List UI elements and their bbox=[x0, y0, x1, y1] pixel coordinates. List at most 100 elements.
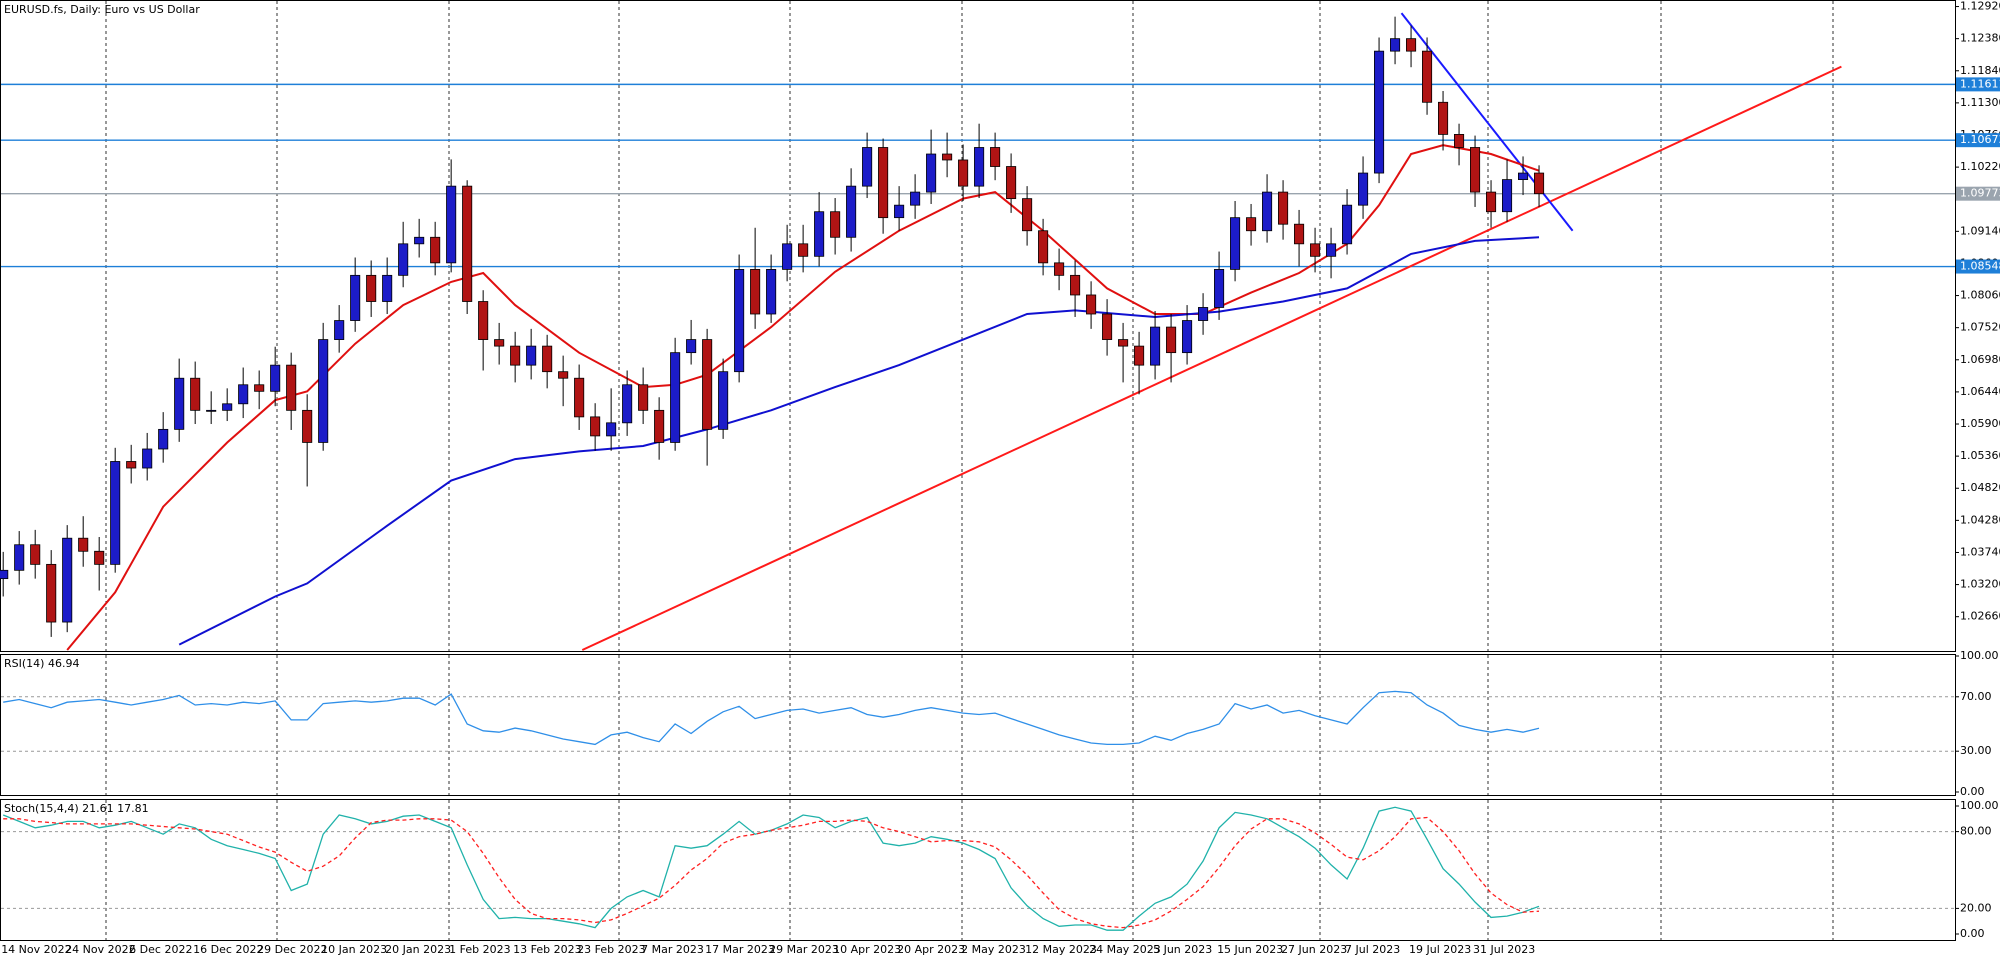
x-tick-label: 15 Jun 2023 bbox=[1217, 943, 1283, 956]
candle-body bbox=[1486, 191, 1497, 213]
candle-body bbox=[126, 461, 137, 469]
candle-body bbox=[814, 211, 825, 257]
candle-body bbox=[30, 544, 41, 565]
candle-body bbox=[78, 537, 89, 552]
candle-body bbox=[910, 191, 921, 206]
candle-body bbox=[270, 364, 281, 392]
vertical-grid bbox=[105, 1, 1834, 940]
stoch-title: Stoch(15,4,4) 21.61 17.81 bbox=[4, 802, 149, 815]
y-tick-label: 1.10220 bbox=[1960, 160, 2000, 173]
x-tick-label: 27 Jun 2023 bbox=[1281, 943, 1347, 956]
x-tick-label: 10 Jan 2023 bbox=[321, 943, 387, 956]
y-tick-label: 1.05900 bbox=[1960, 417, 2000, 430]
x-tick-label: 2 May 2023 bbox=[961, 943, 1026, 956]
x-tick-label: 6 Dec 2022 bbox=[129, 943, 192, 956]
y-tick-label: 1.12380 bbox=[1960, 32, 2000, 45]
candle-body bbox=[734, 268, 745, 373]
candle-body bbox=[878, 147, 889, 219]
y-tick-label: 0.00 bbox=[1960, 785, 1985, 798]
x-tick-label: 16 Dec 2022 bbox=[193, 943, 263, 956]
moving-average bbox=[178, 236, 1540, 646]
trend-line bbox=[1400, 12, 1574, 232]
candle-body bbox=[974, 147, 985, 187]
indicator-line bbox=[3, 816, 1540, 929]
candle-body bbox=[1342, 204, 1353, 245]
candle-body bbox=[558, 371, 569, 379]
price-level-box bbox=[1956, 77, 2000, 92]
y-tick-label: 70.00 bbox=[1960, 690, 1992, 703]
price-level-box bbox=[1956, 133, 2000, 148]
y-tick-label: 1.07520 bbox=[1960, 321, 2000, 334]
stoch-panel bbox=[0, 799, 1956, 941]
y-tick-label: 1.09140 bbox=[1960, 224, 2000, 237]
price-level-box bbox=[1956, 259, 2000, 274]
candle-body bbox=[510, 345, 521, 366]
candle-body bbox=[1518, 172, 1529, 180]
y-tick-label: 1.11300 bbox=[1960, 96, 2000, 109]
x-tick-label: 13 Feb 2023 bbox=[513, 943, 581, 956]
y-tick-label: 30.00 bbox=[1960, 744, 1992, 757]
x-tick-label: 17 Mar 2023 bbox=[705, 943, 775, 956]
y-tick-label: 1.11840 bbox=[1960, 64, 2000, 77]
price-level-box bbox=[1956, 186, 2000, 201]
x-tick-label: 31 Jul 2023 bbox=[1473, 943, 1535, 956]
candle-body bbox=[318, 339, 329, 443]
x-tick-label: 20 Apr 2023 bbox=[897, 943, 965, 956]
x-tick-label: 20 Jan 2023 bbox=[385, 943, 451, 956]
candle-body bbox=[670, 352, 681, 443]
candle-body bbox=[798, 243, 809, 257]
y-tick-label: 1.04820 bbox=[1960, 481, 2000, 494]
x-tick-label: 24 May 2023 bbox=[1089, 943, 1161, 956]
x-tick-label: 29 Dec 2022 bbox=[257, 943, 327, 956]
candle-body bbox=[718, 371, 729, 430]
candle-body bbox=[238, 384, 249, 405]
price-level-label: 1.09773 bbox=[1960, 187, 2000, 200]
y-tick-label: 80.00 bbox=[1960, 825, 1992, 838]
x-tick-label: 29 Mar 2023 bbox=[769, 943, 839, 956]
price-level-label: 1.10673 bbox=[1960, 133, 2000, 146]
candle-body bbox=[1454, 134, 1465, 148]
candle-body bbox=[1150, 326, 1161, 366]
candle-body bbox=[702, 339, 713, 430]
candle-body bbox=[350, 274, 361, 321]
candle-body bbox=[382, 274, 393, 302]
candle-body bbox=[1326, 243, 1337, 257]
candle-body bbox=[1006, 166, 1017, 200]
y-tick-label: 1.04280 bbox=[1960, 513, 2000, 526]
candle-body bbox=[766, 268, 777, 315]
candle-body bbox=[526, 345, 537, 366]
candle-body bbox=[894, 204, 905, 219]
candle-body bbox=[1502, 179, 1513, 213]
candle-body bbox=[926, 153, 937, 193]
candle-body bbox=[430, 236, 441, 264]
candle-body bbox=[494, 339, 505, 347]
candle-body bbox=[1038, 230, 1049, 264]
candle-body bbox=[1054, 262, 1065, 276]
candle-body bbox=[1070, 274, 1081, 296]
candle-body bbox=[222, 403, 233, 411]
candle-body bbox=[190, 377, 201, 411]
rsi-title: RSI(14) 46.94 bbox=[4, 657, 79, 670]
x-tick-label: 5 Jun 2023 bbox=[1153, 943, 1212, 956]
x-tick-label: 7 Jul 2023 bbox=[1345, 943, 1400, 956]
candle-body bbox=[686, 339, 697, 354]
candle-body bbox=[1406, 38, 1417, 52]
candle-body bbox=[254, 384, 265, 392]
y-tick-label: 1.02660 bbox=[1960, 610, 2000, 623]
candle-body bbox=[990, 147, 1001, 167]
candle-body bbox=[638, 384, 649, 411]
candle-body bbox=[0, 569, 9, 580]
candle-body bbox=[574, 377, 585, 418]
candle-body bbox=[830, 211, 841, 238]
candle-body bbox=[942, 153, 953, 161]
x-tick-label: 23 Feb 2023 bbox=[577, 943, 645, 956]
candle-body bbox=[462, 185, 473, 302]
candle-body bbox=[366, 274, 377, 302]
candle-body bbox=[1422, 50, 1433, 103]
candle-body bbox=[1134, 345, 1145, 366]
x-tick-label: 12 May 2023 bbox=[1025, 943, 1097, 956]
candle-body bbox=[46, 563, 57, 623]
candle-body bbox=[110, 461, 121, 565]
candle-body bbox=[1022, 198, 1033, 232]
y-tick-label: 1.06440 bbox=[1960, 385, 2000, 398]
